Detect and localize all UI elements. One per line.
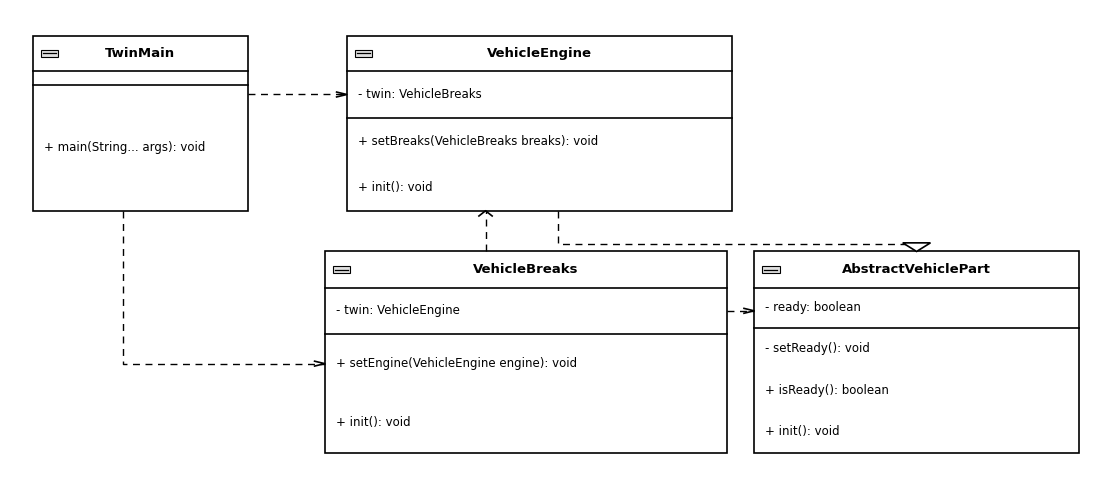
Text: VehicleEngine: VehicleEngine <box>487 47 592 60</box>
Text: + init(): void: + init(): void <box>765 425 840 438</box>
Text: + init(): void: + init(): void <box>358 181 433 194</box>
Bar <box>754 251 1079 453</box>
Text: - twin: VehicleBreaks: - twin: VehicleBreaks <box>358 88 481 101</box>
Text: + init(): void: + init(): void <box>336 416 411 430</box>
Text: - twin: VehicleEngine: - twin: VehicleEngine <box>336 304 460 317</box>
Bar <box>325 251 727 453</box>
Bar <box>33 36 248 211</box>
Polygon shape <box>903 243 930 251</box>
Text: + setBreaks(VehicleBreaks breaks): void: + setBreaks(VehicleBreaks breaks): void <box>358 135 598 148</box>
Bar <box>333 266 350 274</box>
Text: - setReady(): void: - setReady(): void <box>765 342 870 355</box>
Text: TwinMain: TwinMain <box>106 47 175 60</box>
Bar <box>355 50 372 57</box>
Text: + main(String... args): void: + main(String... args): void <box>44 141 206 154</box>
Bar <box>347 36 732 211</box>
Bar <box>41 50 58 57</box>
Text: AbstractVehiclePart: AbstractVehiclePart <box>842 263 991 276</box>
Bar <box>762 266 780 274</box>
Text: + setEngine(VehicleEngine engine): void: + setEngine(VehicleEngine engine): void <box>336 357 577 370</box>
Text: VehicleBreaks: VehicleBreaks <box>473 263 578 276</box>
Text: - ready: boolean: - ready: boolean <box>765 301 861 314</box>
Text: + isReady(): boolean: + isReady(): boolean <box>765 384 890 397</box>
